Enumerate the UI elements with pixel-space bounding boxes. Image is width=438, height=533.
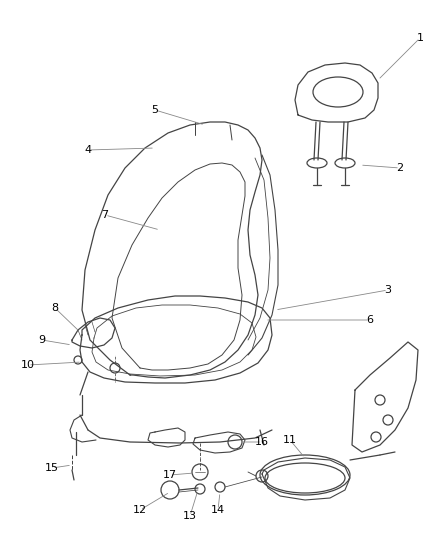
- Text: 7: 7: [102, 210, 109, 220]
- Text: 5: 5: [152, 105, 159, 115]
- Text: 3: 3: [385, 285, 392, 295]
- Text: 9: 9: [39, 335, 46, 345]
- Text: 8: 8: [51, 303, 59, 313]
- Text: 2: 2: [396, 163, 403, 173]
- Text: 15: 15: [45, 463, 59, 473]
- Text: 6: 6: [367, 315, 374, 325]
- Text: 17: 17: [163, 470, 177, 480]
- Text: 11: 11: [283, 435, 297, 445]
- Text: 10: 10: [21, 360, 35, 370]
- Text: 12: 12: [133, 505, 147, 515]
- Text: 1: 1: [417, 33, 424, 43]
- Text: 13: 13: [183, 511, 197, 521]
- Text: 16: 16: [255, 437, 269, 447]
- Text: 14: 14: [211, 505, 225, 515]
- Text: 4: 4: [85, 145, 92, 155]
